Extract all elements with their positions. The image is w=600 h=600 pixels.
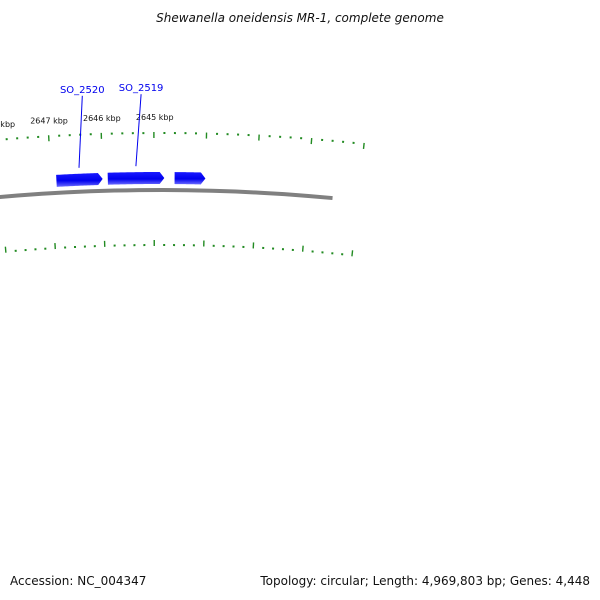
gene-label: SO_2520 bbox=[60, 85, 105, 96]
tick-label: 2645 kbp bbox=[136, 113, 174, 122]
forward-gene-arrow[interactable] bbox=[174, 172, 206, 185]
tick-labels: 2655 kbp2654 kbp2653 kbp2652 kbp2651 kbp… bbox=[0, 113, 174, 129]
gene-label-connector bbox=[135, 94, 142, 167]
gene-label: SO_2519 bbox=[119, 83, 164, 94]
tick-label: 2646 kbp bbox=[83, 114, 121, 123]
inner-major-tick bbox=[4, 246, 7, 253]
gene-label-connector bbox=[78, 95, 83, 168]
tick-label: 2648 kbp bbox=[0, 120, 15, 129]
outer-major-tick bbox=[362, 142, 365, 149]
gene-features bbox=[56, 172, 206, 187]
forward-gene-arrow[interactable] bbox=[56, 173, 103, 187]
topology-text: Topology: circular; Length: 4,969,803 bp… bbox=[260, 574, 590, 588]
tick-label: 2647 kbp bbox=[30, 116, 68, 125]
accession-text: Accession: NC_004347 bbox=[10, 574, 147, 588]
outer-tick-ring bbox=[5, 132, 365, 149]
genome-backbone bbox=[0, 187, 333, 201]
inner-major-tick bbox=[351, 250, 354, 257]
map-title: Shewanella oneidensis MR-1, complete gen… bbox=[156, 11, 444, 25]
forward-gene-arrow[interactable] bbox=[107, 172, 165, 185]
inner-tick-ring bbox=[4, 240, 354, 257]
